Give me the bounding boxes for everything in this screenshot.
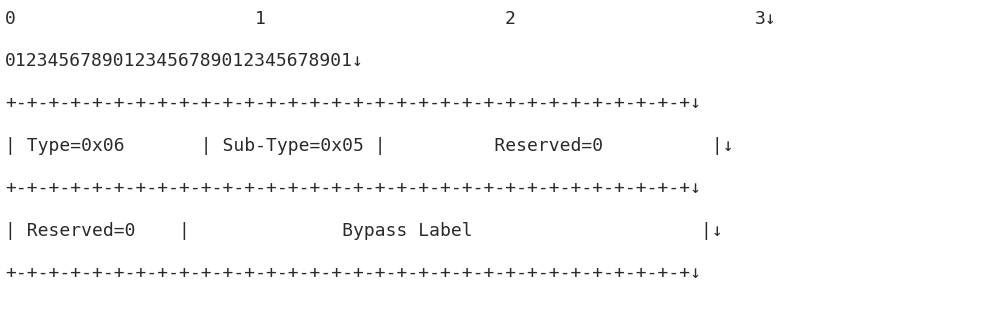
Text: +-+-+-+-+-+-+-+-+-+-+-+-+-+-+-+-+-+-+-+-+-+-+-+-+-+-+-+-+-+-+-+↓: +-+-+-+-+-+-+-+-+-+-+-+-+-+-+-+-+-+-+-+-… [5,179,701,197]
Text: 2: 2 [505,10,516,28]
Text: 0: 0 [5,10,16,28]
Text: | Type=0x06       | Sub-Type=0x05 |          Reserved=0          |↓: | Type=0x06 | Sub-Type=0x05 | Reserved=0… [5,137,734,155]
Text: 3↓: 3↓ [755,10,777,28]
Text: +-+-+-+-+-+-+-+-+-+-+-+-+-+-+-+-+-+-+-+-+-+-+-+-+-+-+-+-+-+-+-+↓: +-+-+-+-+-+-+-+-+-+-+-+-+-+-+-+-+-+-+-+-… [5,94,701,112]
Text: 1: 1 [255,10,266,28]
Text: | Reserved=0    |              Bypass Label                     |↓: | Reserved=0 | Bypass Label |↓ [5,222,723,239]
Text: +-+-+-+-+-+-+-+-+-+-+-+-+-+-+-+-+-+-+-+-+-+-+-+-+-+-+-+-+-+-+-+↓: +-+-+-+-+-+-+-+-+-+-+-+-+-+-+-+-+-+-+-+-… [5,264,701,282]
Text: 01234567890123456789012345678901↓: 01234567890123456789012345678901↓ [5,52,364,70]
